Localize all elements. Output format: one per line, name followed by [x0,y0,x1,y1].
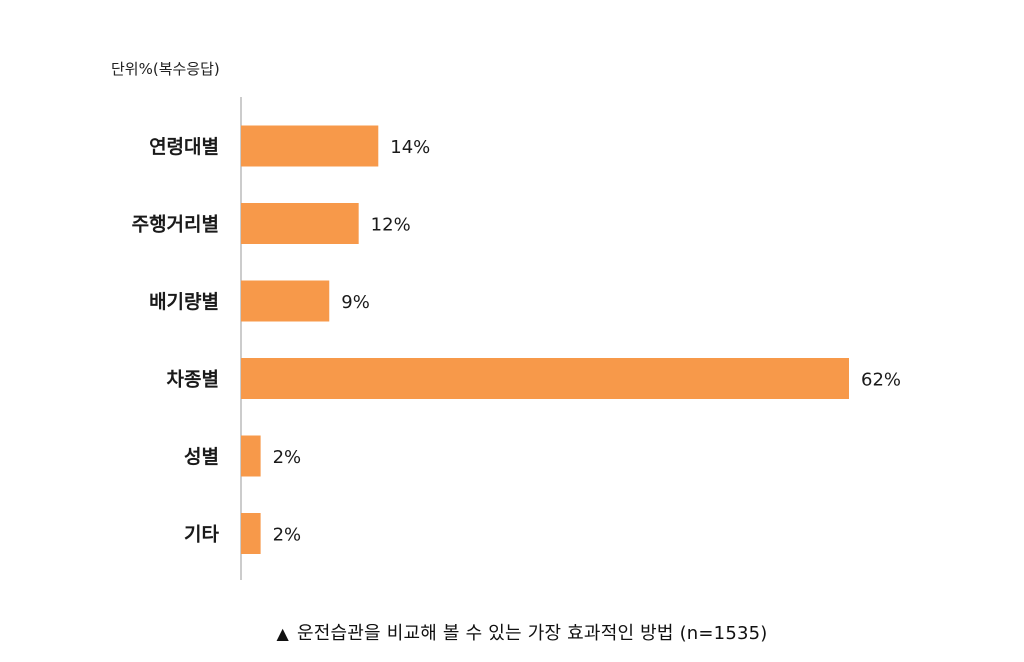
bar-4 [241,435,261,477]
category-label-4: 성별 [184,446,219,468]
category-label-1: 주행거리별 [132,214,219,236]
chart-caption: ▲ 운전습관을 비교해 볼 수 있는 가장 효과적인 방법 (n=1535) [0,619,1024,645]
category-label-2: 배기량별 [149,291,219,313]
value-label-3: 62% [861,370,901,391]
bars-group: 연령대별 14% 주행거리별 12% 배기량별 9% 차종별 62% 성별 2% 기타 2% [132,125,901,554]
caption-text: 운전습관을 비교해 볼 수 있는 가장 효과적인 방법 (n=1535) [297,623,768,644]
value-label-4: 2% [273,447,302,468]
category-label-0: 연령대별 [149,136,219,158]
unit-label: 단위%(복수응답) [111,60,220,78]
bar-3 [241,358,849,399]
value-label-1: 12% [371,215,411,236]
category-label-5: 기타 [184,524,219,546]
value-label-5: 2% [273,525,302,546]
category-label-3: 차종별 [167,369,219,391]
bar-2 [241,280,330,322]
value-label-2: 9% [341,292,370,313]
bar-1 [241,203,359,244]
bar-5 [241,513,261,554]
bar-0 [241,125,379,167]
triangle-marker-icon: ▲ [276,624,289,643]
value-label-0: 14% [390,137,430,158]
